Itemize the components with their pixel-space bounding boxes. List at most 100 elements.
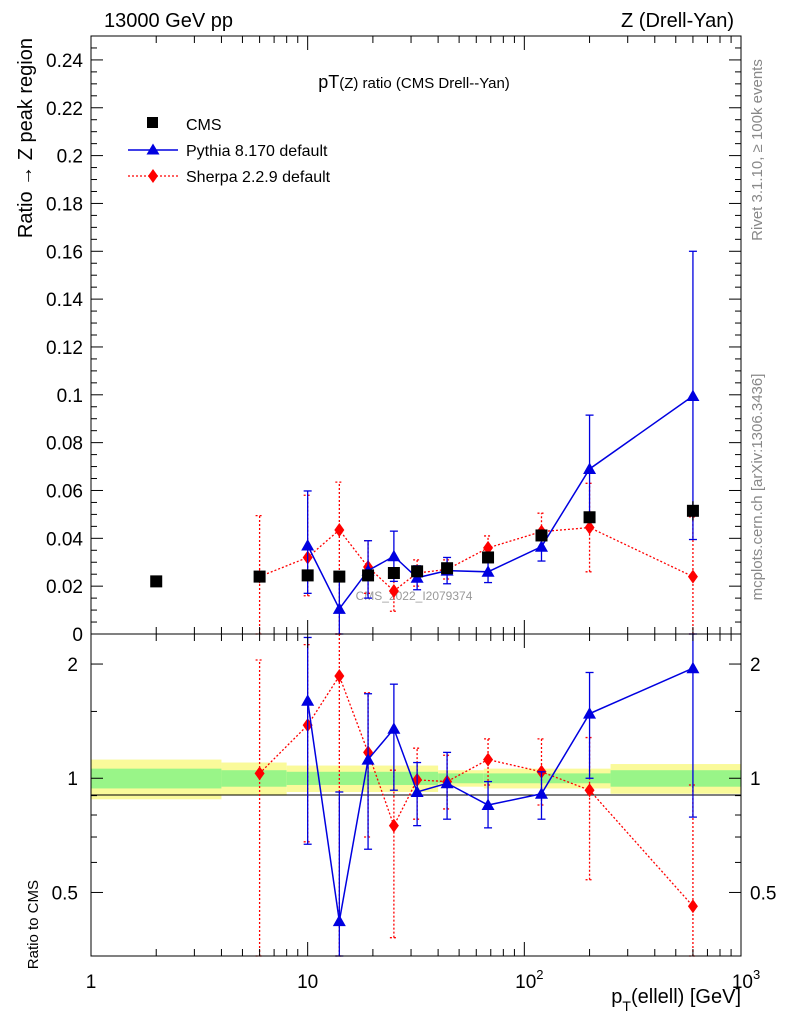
pythia-point xyxy=(387,549,401,562)
main-ytick-label: 0.12 xyxy=(46,338,83,359)
ratio-sherpa-point xyxy=(687,899,698,914)
pythia-point xyxy=(583,462,597,474)
ratio-pythia-point xyxy=(481,798,495,811)
main-ytick-label: 0.04 xyxy=(46,529,83,550)
ratio-sherpa-point xyxy=(388,818,399,833)
sherpa-point xyxy=(483,540,494,555)
x-tick-label: 103 xyxy=(732,967,760,993)
main-ytick-label: 0.02 xyxy=(46,577,83,598)
ratio-ytick-label-right: 0.5 xyxy=(750,883,776,904)
sherpa-point xyxy=(687,569,698,584)
main-ytick-label: 0.22 xyxy=(46,99,83,120)
sherpa-point xyxy=(584,520,595,535)
cms-point xyxy=(583,511,596,524)
x-tick-label-base: 10 xyxy=(732,972,753,993)
cms-point xyxy=(362,569,375,582)
x-tick-label: 1 xyxy=(86,972,97,993)
ratio-pythia-point xyxy=(301,694,315,706)
legend-sherpa-marker xyxy=(148,169,158,183)
main-ytick-label: 0.08 xyxy=(46,434,83,455)
x-axis-title-rest: (ellell) [GeV] xyxy=(631,986,741,1008)
main-ytick-label: 0.16 xyxy=(46,242,83,263)
legend-pythia-marker xyxy=(146,143,160,155)
ratio-sherpa-point xyxy=(584,783,595,798)
sherpa-point xyxy=(334,522,345,537)
pythia-point xyxy=(534,540,548,552)
x-tick-label-exp: 3 xyxy=(753,967,760,982)
main-title: pT(Z) ratio (CMS Drell--Yan) xyxy=(318,72,510,92)
mcplots-label: mcplots.cern.ch [arXiv:1306.3436] xyxy=(749,374,766,601)
pythia-point xyxy=(301,538,315,551)
cms-point xyxy=(150,575,163,588)
pythia-point xyxy=(686,389,700,401)
ratio-plot-frame xyxy=(90,633,742,957)
cms-point xyxy=(333,570,346,583)
pythia-line xyxy=(306,395,694,611)
ratio-series-layer xyxy=(254,633,700,957)
ratio-pythia-line xyxy=(306,667,694,922)
ratio-pythia-point xyxy=(534,787,548,799)
main-ylabel: Ratio → Z peak region xyxy=(15,38,37,238)
pythia-point xyxy=(332,602,346,614)
cms-point xyxy=(535,529,548,542)
legend-cms-marker xyxy=(147,117,158,128)
cms-point xyxy=(482,551,495,564)
ratio-pythia-point xyxy=(361,753,375,765)
ratio-pythia-point xyxy=(332,914,346,927)
header-energy: 13000 GeV pp xyxy=(104,10,233,32)
legend-pythia-label: Pythia 8.170 default xyxy=(186,143,328,160)
cms-point xyxy=(411,565,424,578)
cms-point xyxy=(387,567,400,580)
x-tick-label: 10 xyxy=(297,972,318,993)
x-tick-label: 102 xyxy=(515,967,543,993)
main-ytick-label: 0.1 xyxy=(57,386,83,407)
main-series-layer xyxy=(150,250,700,635)
legend-sherpa-label: Sherpa 2.2.9 default xyxy=(186,169,331,186)
ratio-ytick-label: 1 xyxy=(67,769,78,790)
x-axis-title-sub: T xyxy=(622,998,631,1014)
ratio-ytick-label-right: 2 xyxy=(750,655,761,676)
cms-point xyxy=(686,504,699,517)
ratio-stat-band xyxy=(483,773,611,784)
header-process: Z (Drell-Yan) xyxy=(621,10,734,32)
ratio-pythia-point xyxy=(440,776,454,789)
ratio-ytick-label: 0.5 xyxy=(52,883,78,904)
ratio-uncertainty-bands xyxy=(91,759,741,800)
ratio-ytick-label-right: 1 xyxy=(750,769,761,790)
sherpa-line xyxy=(259,526,694,592)
x-axis-title: pT(ellell) [GeV] xyxy=(611,986,741,1014)
ratio-stat-band xyxy=(221,770,287,787)
main-ytick-label: 0.18 xyxy=(46,194,83,215)
analysis-watermark: CMS_2022_I2079374 xyxy=(356,589,473,603)
legend: CMS Pythia 8.170 default Sherpa 2.2.9 de… xyxy=(128,117,331,186)
main-ytick-label: 0.14 xyxy=(46,290,83,311)
ratio-sherpa-point xyxy=(334,668,345,683)
ratio-pythia-point xyxy=(686,661,700,674)
ratio-sherpa-point xyxy=(483,752,494,767)
ratio-sherpa-point xyxy=(254,766,265,781)
cms-point xyxy=(441,562,454,575)
main-ytick-label: 0.2 xyxy=(57,147,83,168)
x-axis-title-p: p xyxy=(611,986,622,1008)
ratio-pythia-point xyxy=(387,722,401,734)
main-ytick-label: 0.24 xyxy=(46,51,83,72)
ratio-stat-band xyxy=(286,771,439,785)
legend-cms-label: CMS xyxy=(186,117,222,134)
x-tick-label-base: 10 xyxy=(515,972,536,993)
ratio-pythia-point xyxy=(410,785,424,797)
ratio-pythia-point xyxy=(583,707,597,719)
ratio-stat-band xyxy=(438,773,484,784)
main-title-small: (Z) ratio (CMS Drell--Yan) xyxy=(339,75,510,92)
x-tick-label-exp: 2 xyxy=(536,967,543,982)
ratio-stat-band xyxy=(610,770,741,787)
pythia-point xyxy=(481,565,495,577)
cms-point xyxy=(253,570,266,583)
ratio-ytick-label: 2 xyxy=(67,655,78,676)
sherpa-point xyxy=(388,583,399,598)
ratio-ylabel: Ratio to CMS xyxy=(25,880,42,969)
main-ytick-label: 0.06 xyxy=(46,481,83,502)
x-tick-label-base: 1 xyxy=(86,972,97,993)
rivet-label: Rivet 3.1.10, ≥ 100k events xyxy=(749,59,766,241)
